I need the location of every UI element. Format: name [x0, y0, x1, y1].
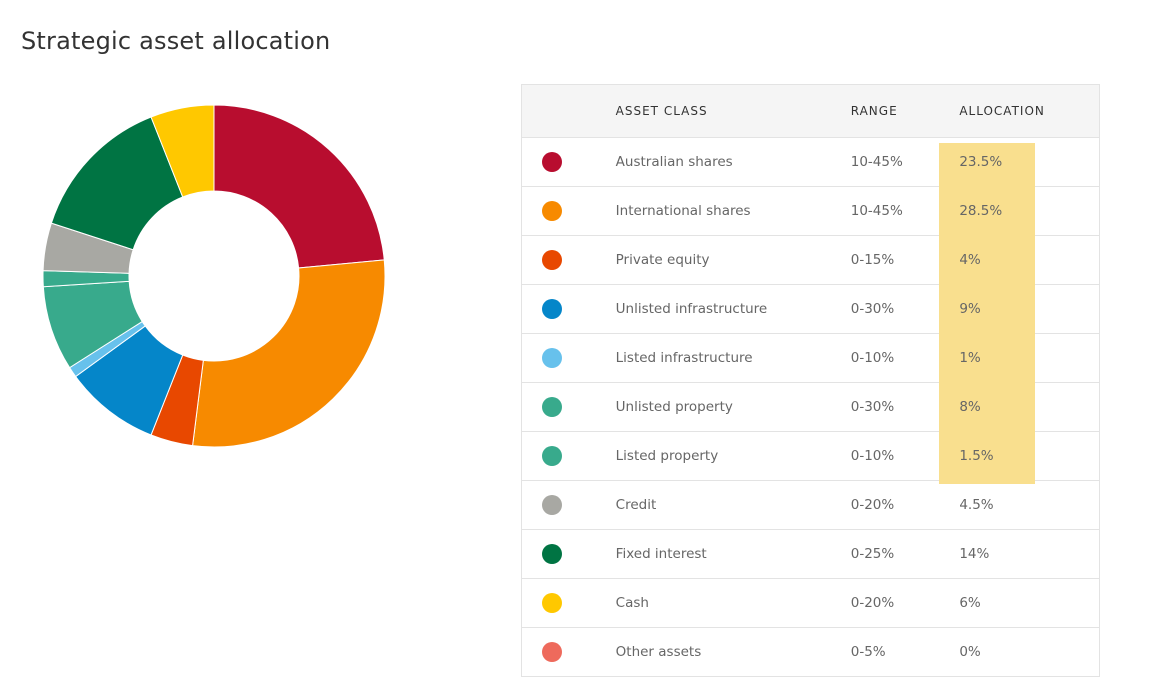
allocation-highlight [939, 334, 1036, 383]
table-row: International shares 10-45% 28.5% [521, 186, 1100, 236]
asset-class-cell: Listed infrastructure [615, 333, 851, 383]
range-cell: 0-20% [850, 480, 960, 530]
color-dot-cell [521, 333, 616, 383]
color-dot-cell [521, 431, 616, 481]
allocation-highlight [939, 143, 1036, 187]
table-row: Other assets 0-5% 0% [522, 628, 1100, 677]
range-cell: 0-5% [850, 644, 886, 660]
header-allocation: ALLOCATION [959, 84, 1100, 138]
table-row: Private equity 0-15% 4% [521, 235, 1100, 285]
legend-color-dot [542, 495, 562, 515]
allocation-cell: 6% [959, 578, 1100, 628]
asset-class-cell: Cash [615, 578, 851, 628]
allocation-cell: 1% [939, 333, 1100, 383]
table-row: Unlisted property 0-30% 8% [521, 382, 1100, 432]
table-row: Australian shares 10-45% 23.5% [521, 137, 1100, 187]
table-body: Australian shares 10-45% 23.5% Internationa… [521, 137, 1100, 677]
legend-color-dot [542, 397, 562, 417]
color-dot-cell [521, 186, 616, 236]
asset-class-cell: International shares [615, 186, 851, 236]
table-row: Unlisted infrastructure 0-30% 9% [521, 284, 1100, 334]
asset-class-cell: Other assets [615, 644, 702, 660]
header-range: RANGE [850, 84, 960, 138]
legend-color-dot [542, 152, 562, 172]
allocation-highlight [939, 432, 1036, 484]
allocation-cell: 23.5% [939, 137, 1100, 187]
table-row: Listed infrastructure 0-10% 1% [521, 333, 1100, 383]
color-dot-cell [521, 480, 616, 530]
table-row: Fixed interest 0-25% 14% [521, 529, 1100, 579]
allocation-value: 6% [959, 595, 981, 611]
table-header-row: ASSET CLASS RANGE ALLOCATION [521, 84, 1100, 138]
color-dot-cell [521, 529, 616, 579]
asset-class-cell: Australian shares [615, 137, 851, 187]
legend-color-dot [542, 201, 562, 221]
allocation-cell: 4.5% [959, 480, 1100, 530]
allocation-value: 9% [959, 301, 981, 317]
allocation-value: 23.5% [959, 154, 1003, 170]
table-row: Listed property 0-10% 1.5% [521, 431, 1100, 484]
legend-color-dot [542, 593, 562, 613]
color-dot-cell [521, 382, 616, 432]
allocation-highlight [939, 285, 1036, 334]
allocation-value: 4.5% [959, 497, 994, 513]
allocation-value: 1% [959, 350, 981, 366]
color-dot-cell [521, 284, 616, 334]
legend-color-dot [542, 446, 562, 466]
allocation-cell: 28.5% [939, 186, 1100, 236]
allocation-donut-chart [30, 93, 400, 463]
donut-chart-svg [42, 104, 386, 448]
table-row: Credit 0-20% 4.5% [521, 480, 1100, 530]
donut-slice [192, 259, 386, 448]
asset-class-cell: Private equity [615, 235, 851, 285]
donut-slice [150, 104, 215, 198]
allocation-value: 1.5% [959, 448, 994, 464]
allocation-cell: 1.5% [939, 431, 1100, 484]
allocation-value: 28.5% [959, 203, 1003, 219]
color-dot-cell [521, 578, 616, 628]
range-cell: 0-20% [850, 578, 960, 628]
allocation-value: 0% [959, 644, 981, 660]
donut-slice [213, 104, 385, 269]
color-dot-cell [522, 628, 616, 677]
page-title: Strategic asset allocation [21, 27, 331, 55]
allocation-table: ASSET CLASS RANGE ALLOCATION Australian … [521, 84, 1100, 677]
allocation-cell: 4% [939, 235, 1100, 285]
allocation-cell: 8% [939, 382, 1100, 432]
allocation-highlight [939, 236, 1036, 285]
legend-color-dot [542, 250, 562, 270]
allocation-highlight [939, 383, 1036, 432]
asset-class-cell: Unlisted property [615, 382, 851, 432]
allocation-cell: 14% [959, 529, 1100, 579]
allocation-cell: 9% [939, 284, 1100, 334]
range-cell: 0-25% [850, 529, 960, 579]
color-dot-cell [521, 235, 616, 285]
asset-class-cell: Listed property [615, 431, 851, 481]
legend-color-dot [542, 299, 562, 319]
asset-class-cell: Unlisted infrastructure [615, 284, 851, 334]
allocation-value: 8% [959, 399, 981, 415]
allocation-value: 14% [959, 546, 990, 562]
allocation-cell: 0% [959, 628, 1099, 677]
header-asset-class: ASSET CLASS [615, 84, 851, 138]
asset-class-cell: Credit [615, 480, 851, 530]
allocation-highlight [939, 187, 1036, 236]
allocation-value: 4% [959, 252, 981, 268]
table-row: Cash 0-20% 6% [521, 578, 1100, 628]
legend-color-dot [542, 348, 562, 368]
legend-color-dot [542, 642, 562, 662]
asset-class-cell: Fixed interest [615, 529, 851, 579]
color-dot-cell [521, 137, 616, 187]
legend-color-dot [542, 544, 562, 564]
header-color-column [521, 84, 616, 138]
